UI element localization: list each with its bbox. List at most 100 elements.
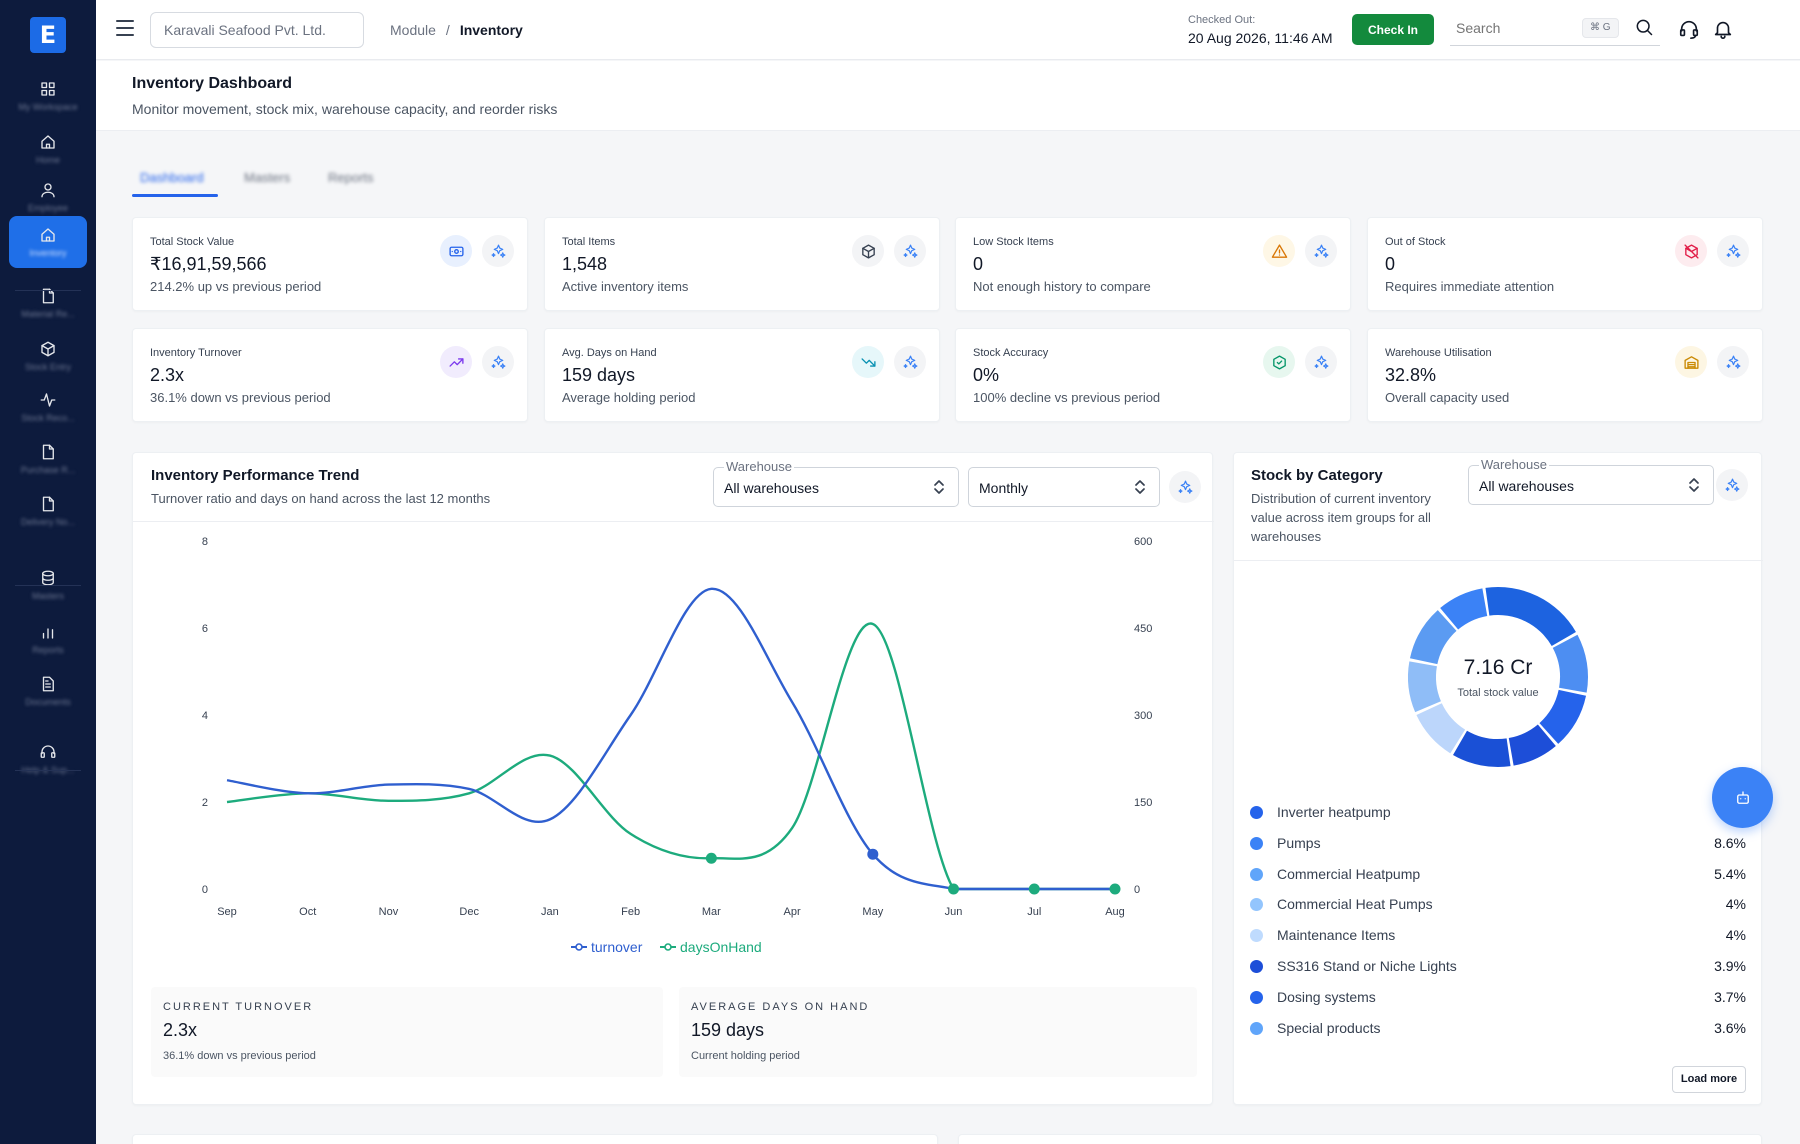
kpi-label: Avg. Days on Hand [562,347,657,359]
check-in-button[interactable]: Check In [1352,14,1434,45]
sidebar-item-help-sup[interactable]: Help & Sup... [9,733,87,785]
y-right-tick-label: 0 [1134,884,1140,896]
company-selector[interactable]: Karavali Seafood Pvt. Ltd. [150,12,364,48]
sidebar-item-reports[interactable]: Reports [9,613,87,665]
category-name: Inverter heatpump [1277,804,1391,820]
trend-period-select[interactable]: Monthly [968,467,1160,507]
category-percent: 3.6% [1714,1019,1746,1036]
kpi-value: 32.8% [1385,365,1437,385]
category-name: Maintenance Items [1277,927,1396,944]
kpi-value: 0 [1385,254,1396,274]
sidebar-item-inventory[interactable]: Inventory [9,216,87,268]
category-warehouse-select[interactable]: Warehouse All warehouses [1468,457,1714,505]
file-icon [42,496,54,512]
page-header: Inventory Dashboard Monitor movement, st… [96,61,1800,131]
tab-dashboard[interactable]: Dashboard [140,170,204,185]
ai-sparkle-icon[interactable] [1305,346,1337,378]
ai-sparkle-icon[interactable] [1717,346,1749,378]
sidebar-item-home[interactable]: Home [9,123,87,175]
ai-sparkle-icon[interactable] [1716,469,1748,501]
search-icon[interactable] [1634,17,1654,37]
legend-dot [1250,929,1263,943]
legend-label-turnover: turnover [591,939,643,955]
tab-reports[interactable]: Reports [328,170,374,185]
package-check-icon [1263,346,1295,378]
ai-sparkle-icon[interactable] [1169,471,1201,503]
trending-up-icon [440,346,472,378]
kpi-card-stock-accuracy[interactable]: Stock Accuracy 0% 100% decline vs previo… [955,328,1351,422]
ai-sparkle-icon[interactable] [894,235,926,267]
inventory-trend-card: Inventory Performance Trend Turnover rat… [132,452,1214,1105]
bell-icon[interactable] [1712,18,1734,40]
legend-dot [1250,836,1263,850]
category-name: Special products [1277,1019,1381,1036]
kpi-subtext: Overall capacity used [1385,390,1510,405]
kpi-card-out-of-stock[interactable]: Out of Stock 0 Requires immediate attent… [1367,217,1763,311]
document-icon [42,676,54,692]
x-tick-label: Mar [702,906,721,918]
x-tick-label: Aug [1105,906,1125,918]
ai-sparkle-icon[interactable] [894,346,926,378]
category-name: Pumps [1277,834,1321,851]
x-tick-label: Nov [379,906,399,918]
category-name: Dosing systems [1277,988,1376,1005]
kpi-subtext: Requires immediate attention [1385,279,1555,294]
grid-icon [41,82,55,96]
sidebar-item-stock-entry[interactable]: Stock Entry [9,330,87,382]
y-right-tick-label: 600 [1134,536,1152,548]
kpi-card-warehouse-utilisation[interactable]: Warehouse Utilisation 32.8% Overall capa… [1367,328,1763,422]
category-title: Stock by Category [1251,467,1383,484]
sidebar-item-employee[interactable]: Employee [9,171,87,223]
kpi-label: Out of Stock [1385,236,1446,248]
ai-sparkle-icon[interactable] [1305,235,1337,267]
app-logo[interactable]: E [30,17,66,53]
kpi-value: 159 days [562,365,636,385]
trend-warehouse-select[interactable]: Warehouse All warehouses [713,459,959,507]
kpi-value: 1,548 [562,254,608,274]
kpi-label: Stock Accuracy [973,347,1049,359]
sidebar-item-documents[interactable]: Documents [9,665,87,717]
x-tick-label: Feb [621,906,640,918]
ai-sparkle-icon[interactable] [482,235,514,267]
kpi-label: Low Stock Items [973,236,1054,248]
breadcrumb-module[interactable]: Module [390,22,436,38]
donut-slice [1440,588,1488,630]
kpi-label: Warehouse Utilisation [1385,347,1492,359]
warehouse-icon [1675,346,1707,378]
kpi-label: Total Items [562,236,616,248]
sidebar-item-masters[interactable]: Masters [9,559,87,611]
category-percent: 3.7% [1714,988,1746,1005]
category-percent: 4% [1725,927,1746,944]
kpi-card-total-stock-value[interactable]: Total Stock Value ₹16,91,59,566 214.2% u… [132,217,528,311]
sidebar-item-my-workspace[interactable]: My Workspace [9,70,87,122]
kpi-card-total-items[interactable]: Total Items 1,548 Active inventory items [544,217,940,311]
kpi-card-inventory-turnover[interactable]: Inventory Turnover 2.3x 36.1% down vs pr… [132,328,528,422]
ai-sparkle-icon[interactable] [1717,235,1749,267]
kpi-card-avg-days-on-hand[interactable]: Avg. Days on Hand 159 days Average holdi… [544,328,940,422]
home-icon [41,228,55,242]
menu-icon[interactable] [116,20,134,36]
sidebar-item-delivery-no[interactable]: Delivery No... [9,485,87,537]
box-icon [41,341,55,357]
tab-masters[interactable]: Masters [244,170,291,185]
category-percent: 3.9% [1714,958,1746,974]
load-more-button[interactable]: Load more [1672,1066,1746,1093]
donut-slice [1508,724,1556,766]
search-input[interactable] [1450,12,1580,44]
assistant-bot-button[interactable] [1712,767,1773,828]
chevron-updown-icon [1134,479,1146,495]
sidebar-item-material-re[interactable]: Material Re... [9,277,87,329]
checked-out-time: 20 Aug 2026, 11:46 AM [1188,30,1333,46]
sidebar-item-label: Employee [27,203,69,213]
donut-slice [1552,634,1588,693]
banknote-icon [440,235,472,267]
headset-icon[interactable] [1678,18,1700,40]
sidebar-item-stock-reco[interactable]: Stock Reco... [9,381,87,433]
user-icon [41,183,55,198]
ai-sparkle-icon[interactable] [482,346,514,378]
kpi-subtext: 214.2% up vs previous period [150,279,322,294]
kpi-card-low-stock-items[interactable]: Low Stock Items 0 Not enough history to … [955,217,1351,311]
donut-center-label: Total stock value [1457,687,1539,699]
box-off-icon [1675,235,1707,267]
sidebar-item-purchase-r[interactable]: Purchase R... [9,433,87,485]
